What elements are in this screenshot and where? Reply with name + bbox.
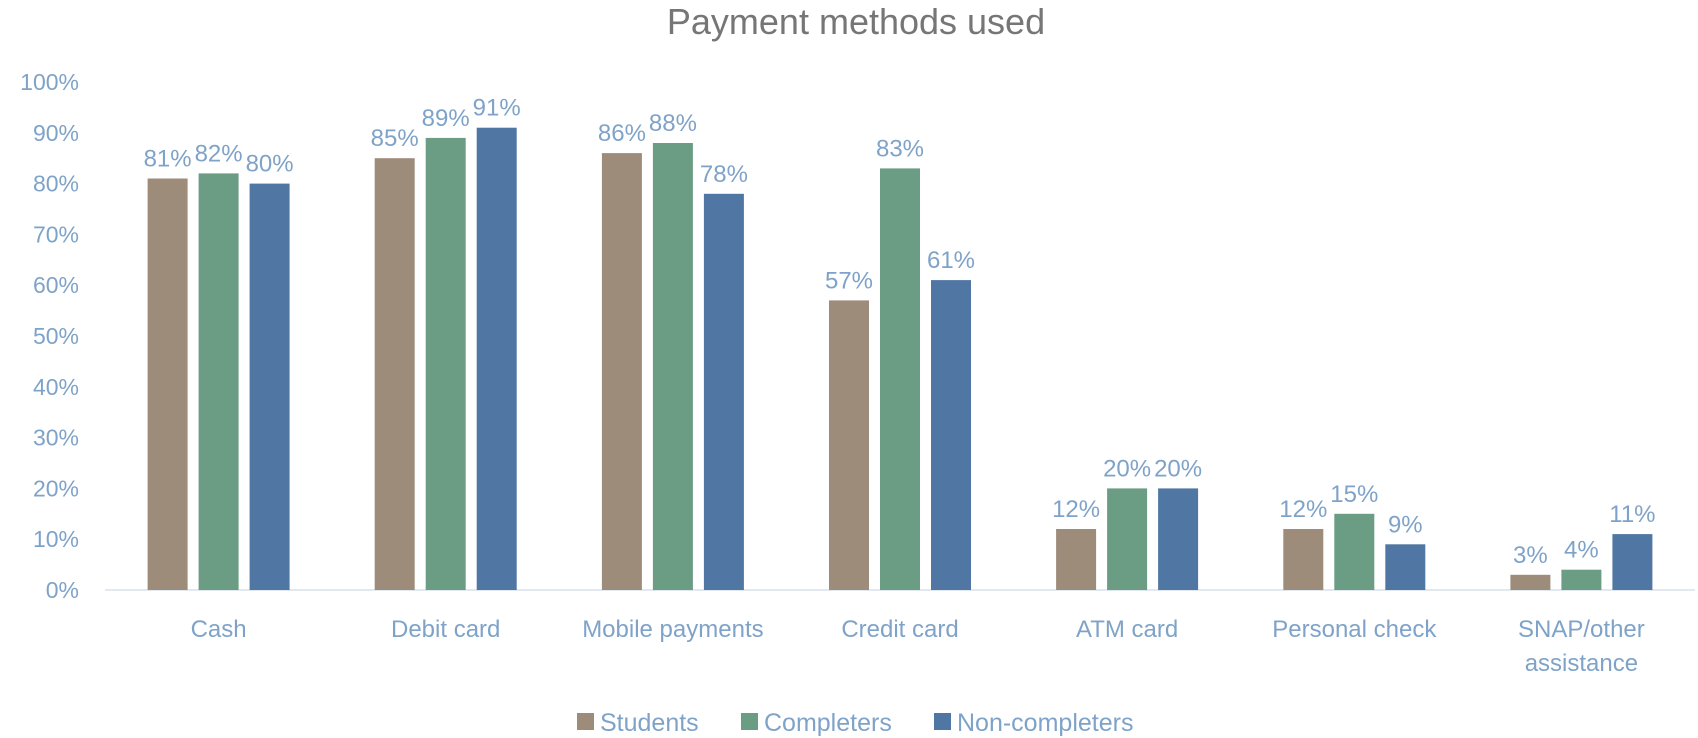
bar-non-completers xyxy=(1158,488,1199,590)
bars xyxy=(147,127,1653,591)
bar-students xyxy=(374,158,415,590)
x-tick-label: SNAP/other assistance xyxy=(1518,616,1645,677)
data-label: 83% xyxy=(876,135,924,162)
data-label: 4% xyxy=(1564,537,1599,564)
bar-completers xyxy=(198,173,239,590)
x-tick-label-line: Credit card xyxy=(841,616,958,643)
data-label: 12% xyxy=(1279,496,1327,523)
bar-non-completers xyxy=(703,193,744,591)
data-label: 85% xyxy=(371,125,419,152)
data-label: 9% xyxy=(1388,511,1423,538)
y-tick-label: 50% xyxy=(33,323,79,349)
legend-swatch xyxy=(934,713,951,730)
bar-completers xyxy=(880,168,920,590)
legend-swatch xyxy=(577,713,594,730)
y-tick-label: 100% xyxy=(20,69,79,95)
data-label: 20% xyxy=(1154,455,1202,482)
x-tick-label-line: Cash xyxy=(191,616,247,643)
x-tick-label-line: assistance xyxy=(1525,650,1638,677)
legend-label: Students xyxy=(600,709,699,737)
legend-swatch xyxy=(741,713,758,730)
y-tick-label: 0% xyxy=(46,577,79,603)
data-label: 20% xyxy=(1103,455,1151,482)
x-tick-label: Debit card xyxy=(391,616,500,643)
bar-students xyxy=(1510,574,1551,590)
bar-completers xyxy=(1561,569,1602,590)
x-tick-label: Credit card xyxy=(841,616,958,643)
x-tick-label-line: Personal check xyxy=(1272,616,1437,643)
data-label: 86% xyxy=(598,120,646,147)
data-labels: 81% 82% 80%85%89% 91%86% 88%78%57%83%61%12%2… xyxy=(144,95,1656,569)
bar-students xyxy=(1283,529,1324,590)
data-label: 81% xyxy=(144,146,192,173)
bar-non-completers xyxy=(476,127,517,590)
x-tick-label: ATM card xyxy=(1076,616,1178,643)
x-tick-label-line: Debit card xyxy=(391,616,500,643)
y-tick-label: 40% xyxy=(33,374,79,400)
x-tick-label-line: ATM card xyxy=(1076,616,1178,643)
bar-non-completers xyxy=(249,183,290,590)
x-tick-label: Mobile payments xyxy=(582,616,763,643)
y-axis-tick-labels: 0% 10% 20% 30% 40% 50% 60% 70% 80% 90% 100% xyxy=(20,69,79,603)
bar-completers xyxy=(425,137,466,590)
data-label: 61% xyxy=(927,247,975,274)
data-label: 3% xyxy=(1513,542,1548,569)
legend-label: Completers xyxy=(764,709,892,737)
y-tick-label: 70% xyxy=(33,221,79,247)
x-tick-label: Personal check xyxy=(1272,616,1437,643)
y-tick-label: 10% xyxy=(33,526,79,552)
y-tick-label: 20% xyxy=(33,475,79,501)
bar-students xyxy=(147,178,188,590)
bar-students xyxy=(829,300,869,590)
data-label: 91% xyxy=(473,95,521,122)
bar-non-completers xyxy=(931,280,971,590)
bar-students xyxy=(1056,529,1097,590)
x-axis-tick-labels: Cash Debit card Mobile payments Credit card… xyxy=(191,616,1645,677)
x-tick-label-line: SNAP/other xyxy=(1518,616,1645,643)
bar-completers xyxy=(1334,513,1375,590)
data-label: 88% xyxy=(649,110,697,137)
y-tick-label: 90% xyxy=(33,120,79,146)
legend-label: Non-completers xyxy=(957,709,1133,737)
y-tick-label: 60% xyxy=(33,272,79,298)
legend: Students Completers Non-completers xyxy=(577,709,1133,737)
bar-non-completers xyxy=(1385,544,1426,590)
data-label: 78% xyxy=(700,161,748,188)
y-tick-label: 80% xyxy=(33,171,79,197)
y-tick-label: 30% xyxy=(33,425,79,451)
bar-completers xyxy=(652,143,693,590)
data-label: 82% xyxy=(195,140,243,167)
bar-non-completers xyxy=(1612,534,1653,590)
data-label: 57% xyxy=(825,267,873,294)
chart-title: Payment methods used xyxy=(667,1,1045,42)
data-label: 12% xyxy=(1052,496,1100,523)
x-tick-label-line: Mobile payments xyxy=(582,616,763,643)
bar-students xyxy=(601,153,642,590)
bar-completers xyxy=(1107,488,1148,590)
data-label: 15% xyxy=(1330,481,1378,508)
data-label: 11% xyxy=(1609,501,1655,528)
data-label: 80% xyxy=(246,151,294,178)
x-tick-label: Cash xyxy=(191,616,247,643)
data-label: 89% xyxy=(422,105,470,132)
